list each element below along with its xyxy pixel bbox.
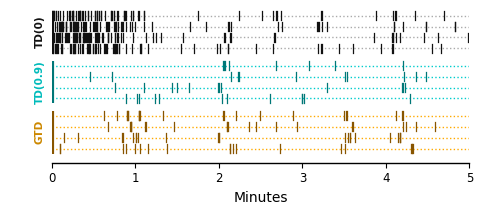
Text: TD(0.9): TD(0.9)	[35, 60, 44, 104]
X-axis label: Minutes: Minutes	[233, 191, 288, 205]
Text: GTD: GTD	[35, 120, 44, 144]
Text: TD(0): TD(0)	[35, 16, 44, 48]
